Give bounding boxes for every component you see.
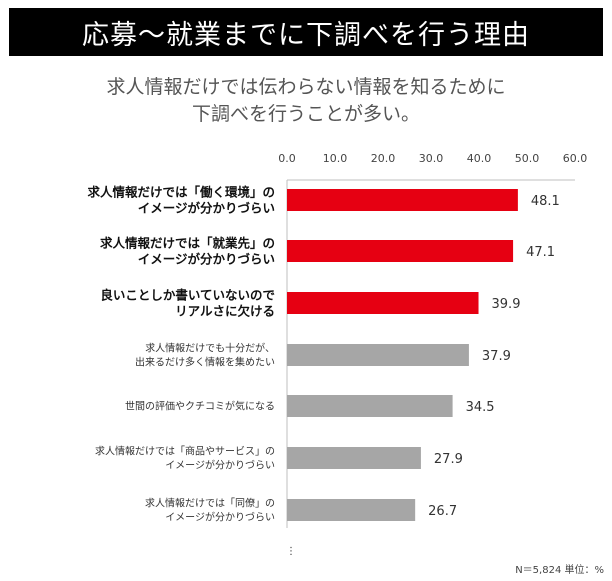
x-tick-label: 10.0 <box>323 152 348 165</box>
category-label: 求人情報だけでも十分だが、 <box>145 342 275 355</box>
value-label: 47.1 <box>526 245 555 260</box>
title-banner: 応募〜就業までに下調べを行う理由 <box>9 8 603 56</box>
chart-subtitle: 求人情報だけでは伝わらない情報を知るために 下調べを行うことが多い。 <box>0 74 612 128</box>
bar <box>287 240 514 262</box>
subtitle-line-2: 下調べを行うことが多い。 <box>191 103 420 125</box>
category-label: 求人情報だけでは「就業先」の <box>100 236 275 251</box>
x-tick-label: 20.0 <box>371 152 396 165</box>
value-label: 27.9 <box>434 452 463 467</box>
bar <box>287 447 421 469</box>
bar <box>287 344 469 366</box>
bar <box>287 189 518 211</box>
category-label: イメージが分かりづらい <box>165 511 275 524</box>
category-label: 求人情報だけでは「商品やサービス」の <box>95 445 275 458</box>
x-tick-label: 0.0 <box>278 152 296 165</box>
bar <box>287 395 453 417</box>
value-label: 34.5 <box>466 400 495 415</box>
x-tick-label: 60.0 <box>563 152 588 165</box>
x-tick-label: 50.0 <box>515 152 540 165</box>
subtitle-line-1: 求人情報だけでは伝わらない情報を知るために <box>106 76 506 98</box>
category-label: リアルさに欠ける <box>175 304 275 319</box>
value-label: 48.1 <box>531 194 560 209</box>
category-label: 求人情報だけでは「働く環境」の <box>87 185 275 200</box>
value-label: 26.7 <box>428 504 457 519</box>
x-tick-label: 40.0 <box>467 152 492 165</box>
category-label: 良いことしか書いていないので <box>100 288 275 303</box>
more-items-indicator: ⋮ <box>286 546 296 557</box>
bar <box>287 292 479 314</box>
category-label: イメージが分かりづらい <box>138 252 275 267</box>
category-label: 出来るだけ多く情報を集めたい <box>135 356 275 369</box>
sample-size-note: N＝5,824 単位：% <box>515 565 604 576</box>
category-label: 世間の評価やクチコミが気になる <box>125 400 275 413</box>
chart-title: 応募〜就業までに下調べを行う理由 <box>82 19 530 51</box>
category-label: 求人情報だけでは「同僚」の <box>145 497 275 510</box>
value-label: 37.9 <box>482 349 511 364</box>
value-label: 39.9 <box>492 297 521 312</box>
category-label: イメージが分かりづらい <box>165 459 275 472</box>
category-label: イメージが分かりづらい <box>138 201 275 216</box>
x-tick-label: 30.0 <box>419 152 444 165</box>
bar <box>287 499 416 521</box>
